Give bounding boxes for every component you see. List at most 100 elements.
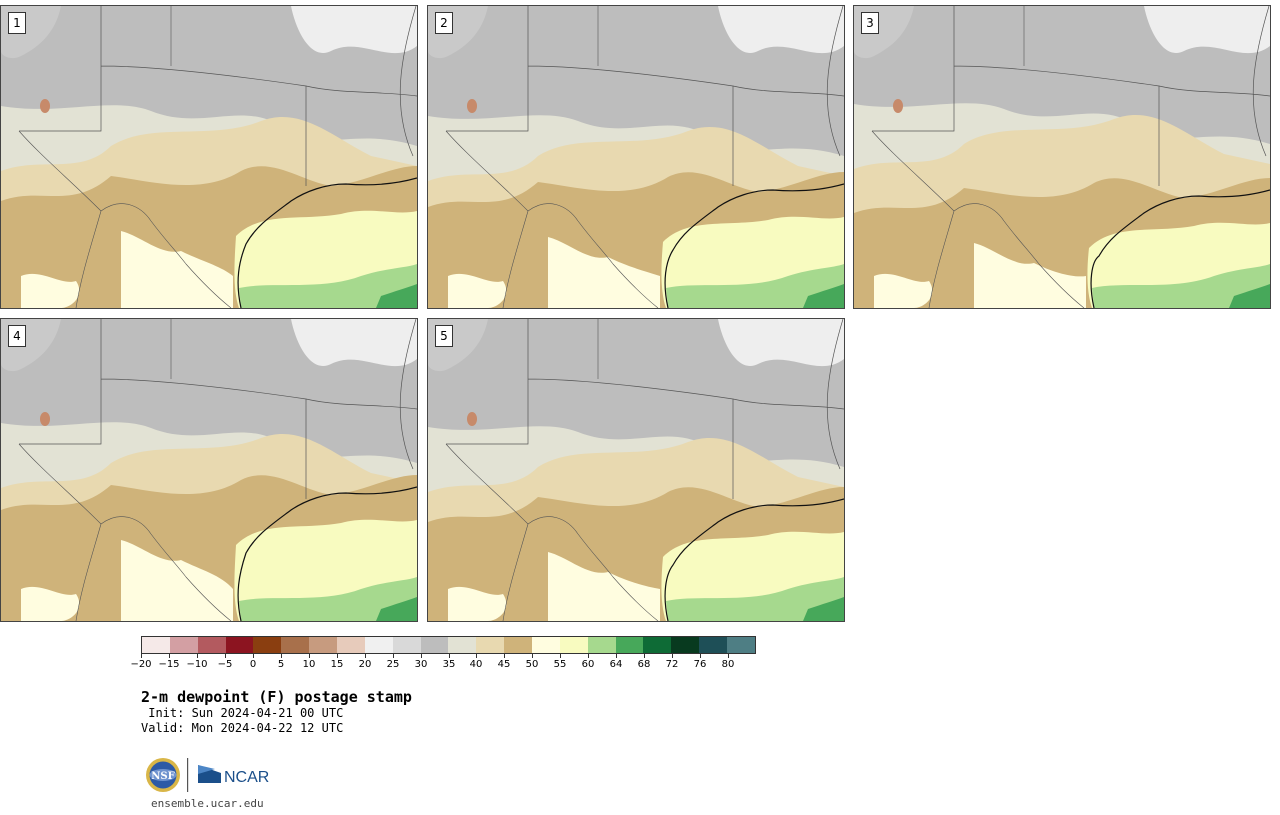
country-borders: [18, 6, 232, 308]
dewpoint-map-2: [428, 6, 844, 308]
colorbar-swatch: [169, 637, 198, 653]
colorbar-swatch: [225, 637, 254, 653]
high-terrain-marker: [467, 412, 477, 426]
map-panel-2: 2: [427, 5, 845, 309]
panel-number-3: 3: [861, 12, 879, 34]
colorbar-tick-label: 60: [581, 659, 595, 670]
high-terrain-marker: [40, 412, 50, 426]
colorbar-tick: [421, 654, 422, 658]
colorbar-tick: [281, 654, 282, 658]
colorbar-swatch: [142, 637, 170, 653]
logos: NSF NCAR: [146, 758, 269, 792]
gulf-warmest-region: [1229, 284, 1270, 308]
high-terrain-marker: [893, 99, 903, 113]
colorbar-tick: [616, 654, 617, 658]
colorbar: [141, 636, 756, 654]
very-high-dewpoint-region: [121, 231, 233, 308]
logo-divider: [187, 758, 189, 792]
colorbar-swatch: [337, 637, 365, 653]
dewpoint-map-5: [428, 319, 844, 621]
high-terrain-marker: [40, 99, 50, 113]
coastline: [664, 498, 844, 621]
nsf-logo-text: NSF: [151, 771, 174, 782]
state-borders: [446, 6, 844, 186]
colorbar-tick: [560, 654, 561, 658]
map-panel-4: 4: [0, 318, 418, 622]
colorbar-swatch: [448, 637, 477, 653]
colorbar-swatch: [559, 637, 588, 653]
colorbar-tick-label: 0: [249, 659, 257, 670]
colorbar-swatch: [253, 637, 282, 653]
colorbar-tick: [141, 654, 142, 658]
dewpoint-map-3: [854, 6, 1270, 308]
colorbar-tick-label: 72: [665, 659, 679, 670]
colorbar-ticks: −20 −15 −10 −5 0 5 10 15 20 25 30 35 40 45 50 55 60 64 68 7…: [130, 654, 756, 676]
colorbar-swatch: [532, 637, 560, 653]
colorbar-swatch: [364, 637, 393, 653]
gulf-warm-region: [239, 264, 417, 308]
colorbar-swatch: [476, 637, 505, 653]
colorbar-swatch: [727, 637, 755, 653]
gulf-warm-region: [666, 264, 844, 308]
colorbar-tick: [337, 654, 338, 658]
colorbar-swatch: [281, 637, 310, 653]
country-borders: [445, 6, 659, 308]
panel-number-2: 2: [435, 12, 453, 34]
high-terrain-marker: [467, 99, 477, 113]
colorbar-tick-label: 10: [302, 659, 316, 670]
colorbar-tick: [700, 654, 701, 658]
coastline: [664, 183, 844, 308]
colorbar-tick-label: 20: [358, 659, 372, 670]
very-high-dewpoint-region: [121, 540, 233, 621]
very-high-dewpoint-region: [448, 586, 507, 621]
site-url: ensemble.ucar.edu: [151, 797, 264, 810]
colorbar-swatch: [615, 637, 644, 653]
very-high-dewpoint-region: [548, 552, 660, 621]
dewpoint-map-1: [1, 6, 417, 308]
colorbar-tick: [197, 654, 198, 658]
colorbar-tick-label: −20: [130, 659, 152, 670]
state-borders: [872, 6, 1270, 186]
terrain-patch: [718, 6, 844, 54]
nsf-logo-icon: NSF: [146, 758, 180, 792]
very-high-dewpoint-region: [874, 273, 933, 308]
colorbar-tick: [504, 654, 505, 658]
ncar-logo-icon: NCAR: [198, 765, 269, 786]
colorbar-tick: [449, 654, 450, 658]
valid-time: Valid: Mon 2024-04-22 12 UTC: [141, 721, 344, 735]
colorbar-swatch: [197, 637, 226, 653]
colorbar-tick: [728, 654, 729, 658]
panel-number-1: 1: [8, 12, 26, 34]
colorbar-swatch: [671, 637, 700, 653]
colorbar-tick-label: 55: [553, 659, 567, 670]
colorbar-tick: [588, 654, 589, 658]
gulf-warm-region: [666, 577, 844, 621]
colorbar-swatch: [420, 637, 449, 653]
colorbar-swatch: [504, 637, 533, 653]
very-high-dewpoint-region: [21, 273, 80, 308]
colorbar-tick-label: 50: [525, 659, 539, 670]
gulf-warm-region: [239, 577, 417, 621]
colorbar-swatch: [699, 637, 728, 653]
map-panel-3: 3: [853, 5, 1271, 309]
colorbar-tick-label: 80: [721, 659, 735, 670]
colorbar-tick: [169, 654, 170, 658]
colorbar-tick: [644, 654, 645, 658]
gulf-warm-region: [1092, 264, 1270, 308]
gulf-warmest-region: [376, 284, 417, 308]
colorbar-tick-label: 25: [386, 659, 400, 670]
gulf-warmest-region: [803, 597, 844, 621]
map-panel-1: 1: [0, 5, 418, 309]
init-time: Init: Sun 2024-04-21 00 UTC: [141, 706, 344, 720]
country-borders: [445, 319, 659, 621]
colorbar-tick-label: 64: [609, 659, 623, 670]
very-high-dewpoint-region: [448, 273, 507, 308]
colorbar-tick: [225, 654, 226, 658]
colorbar-tick-label: 40: [469, 659, 483, 670]
colorbar-tick: [365, 654, 366, 658]
colorbar-swatch: [309, 637, 338, 653]
colorbar-tick-label: 45: [497, 659, 511, 670]
colorbar-tick-label: 5: [277, 659, 285, 670]
dewpoint-map-4: [1, 319, 417, 621]
coastline: [237, 177, 417, 308]
